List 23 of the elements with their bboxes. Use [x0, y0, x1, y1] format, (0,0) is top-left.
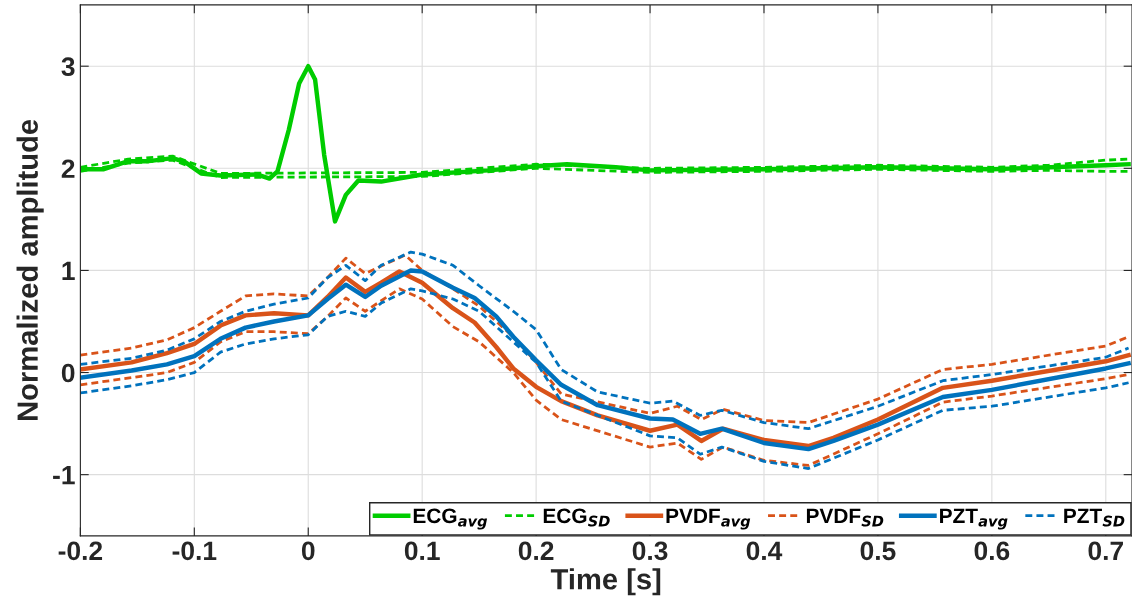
x-tick-label: 0.7 [1088, 541, 1123, 561]
y-tick-label: 1 [62, 261, 75, 280]
y-tick-label: 0 [61, 363, 75, 383]
y-tick-label: -1 [53, 466, 75, 485]
legend-label: PZT$_{avg}$ [940, 508, 1008, 530]
x-tick-label: -0.2 [58, 541, 103, 561]
x-tick-label: 0.4 [746, 541, 783, 561]
x-tick-label: 0.6 [974, 541, 1010, 561]
x-tick-label: -0.1 [172, 541, 217, 561]
x-tick-label: 0.2 [518, 541, 554, 561]
legend-label: ECG$_{avg}$ [413, 508, 488, 530]
x-tick-label: 0.5 [860, 541, 896, 561]
x-tick-label: 0.3 [632, 541, 668, 561]
y-tick-label: 2 [61, 159, 75, 178]
legend-label: ECG$_{SD}$ [543, 508, 610, 527]
legend-label: PVDF$_{avg}$ [666, 508, 751, 530]
legend-label: PZT$_{SD}$ [1064, 508, 1125, 527]
x-tick-label: 0 [301, 541, 315, 561]
y-axis-title: Normalized amplitude [16, 119, 44, 420]
legend-label: PVDF$_{SD}$ [806, 508, 884, 527]
x-tick-label: 0.1 [404, 541, 440, 561]
x-axis-title: Time [s] [550, 568, 661, 596]
y-tick-label: 3 [61, 57, 75, 77]
